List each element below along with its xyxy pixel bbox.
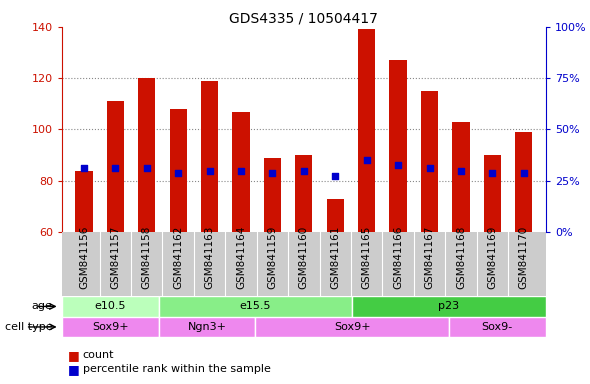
Point xyxy=(456,167,466,174)
Bar xyxy=(232,111,250,232)
Text: ■: ■ xyxy=(68,349,80,362)
Text: Sox9+: Sox9+ xyxy=(334,322,371,332)
Bar xyxy=(484,155,501,232)
Text: count: count xyxy=(83,350,114,360)
Bar xyxy=(201,81,218,232)
Bar xyxy=(62,317,159,337)
Bar xyxy=(169,109,187,232)
Text: e15.5: e15.5 xyxy=(240,301,271,311)
Bar xyxy=(352,296,546,317)
Point xyxy=(394,162,403,169)
Point xyxy=(487,170,497,176)
Bar xyxy=(449,317,546,337)
Text: percentile rank within the sample: percentile rank within the sample xyxy=(83,364,270,374)
Bar xyxy=(515,132,532,232)
Text: age: age xyxy=(31,301,53,311)
Bar xyxy=(159,317,255,337)
Bar xyxy=(62,296,159,317)
Bar xyxy=(76,170,93,232)
Point xyxy=(111,165,120,171)
Point xyxy=(173,170,183,176)
Bar xyxy=(159,296,352,317)
Point xyxy=(519,170,529,176)
Bar xyxy=(295,155,313,232)
Point xyxy=(237,167,246,174)
Point xyxy=(268,170,277,176)
Text: ■: ■ xyxy=(68,363,80,376)
Text: cell type: cell type xyxy=(5,322,53,332)
Point xyxy=(79,165,88,171)
Bar xyxy=(138,78,155,232)
Text: Sox9+: Sox9+ xyxy=(92,322,129,332)
Bar xyxy=(327,199,344,232)
Point xyxy=(205,167,214,174)
Bar xyxy=(421,91,438,232)
Point xyxy=(142,165,152,171)
Bar xyxy=(264,158,281,232)
Title: GDS4335 / 10504417: GDS4335 / 10504417 xyxy=(230,12,378,26)
Point xyxy=(330,172,340,179)
Point xyxy=(299,167,309,174)
Point xyxy=(362,157,371,163)
Text: Sox9-: Sox9- xyxy=(482,322,513,332)
Bar xyxy=(453,122,470,232)
Bar xyxy=(358,30,375,232)
Bar xyxy=(255,317,449,337)
Text: e10.5: e10.5 xyxy=(94,301,126,311)
Text: p23: p23 xyxy=(438,301,460,311)
Point xyxy=(425,165,434,171)
Text: Ngn3+: Ngn3+ xyxy=(188,322,227,332)
Bar xyxy=(107,101,124,232)
Bar xyxy=(389,60,407,232)
